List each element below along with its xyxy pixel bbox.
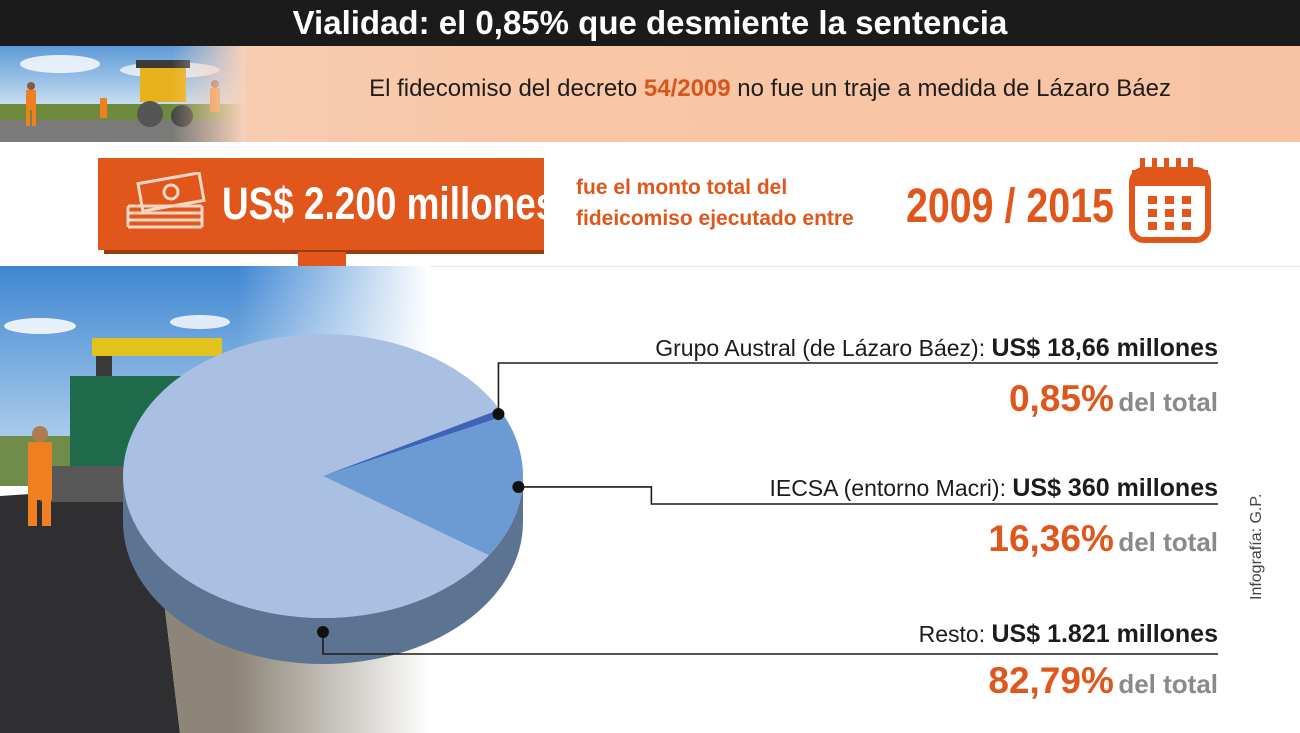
- label-name-iecsa: IECSA (entorno Macri): [769, 475, 1000, 501]
- leader-resto-dot: [317, 626, 329, 638]
- label-iecsa: IECSA (entorno Macri): US$ 360 millones: [769, 474, 1218, 502]
- page-title: Vialidad: el 0,85% que desmiente la sent…: [0, 0, 1300, 46]
- credit: Infografía: G.P.: [1248, 493, 1265, 600]
- total-desc-line2: fideicomiso ejecutado entre: [576, 207, 854, 230]
- road-workers-photo: [0, 46, 245, 142]
- pct-value-resto: 82,79%: [988, 660, 1114, 701]
- total-description: fue el monto total del fideicomiso ejecu…: [576, 172, 896, 234]
- leader-resto-line: [322, 632, 1218, 655]
- pct-suffix-iecsa: del total: [1118, 527, 1218, 557]
- pct-value-austral: 0,85%: [1008, 378, 1114, 419]
- pct-suffix-austral: del total: [1118, 387, 1218, 417]
- pie-top: [122, 334, 523, 618]
- subtitle: El fidecomiso del decreto 54/2009 no fue…: [250, 46, 1290, 132]
- total-desc-line1: fue el monto total del: [576, 176, 788, 199]
- years-range: 2009 / 2015: [906, 180, 1114, 233]
- label-amount-austral: US$ 18,66 millones: [991, 334, 1218, 362]
- leader-austral-dot: [492, 407, 505, 420]
- total-amount: US$ 2.200 millones: [222, 178, 557, 229]
- percent-grupo-austral: 0,85% del total: [1009, 378, 1218, 420]
- percent-iecsa: 16,36% del total: [988, 518, 1218, 560]
- leader-resto: [317, 626, 1218, 655]
- leader-lines: [317, 362, 1218, 655]
- leader-iecsa-dot: [512, 480, 525, 493]
- pct-value-iecsa: 16,36%: [988, 518, 1114, 559]
- leader-iecsa-line: [518, 486, 1218, 505]
- pie-side-shape: [123, 476, 523, 664]
- subtitle-text-pre: El fidecomiso del decreto: [369, 75, 644, 102]
- label-resto: Resto: US$ 1.821 millones: [918, 620, 1218, 648]
- label-grupo-austral: Grupo Austral (de Lázaro Báez): US$ 18,6…: [655, 334, 1218, 362]
- label-amount-iecsa: US$ 360 millones: [1012, 474, 1218, 502]
- total-box: [98, 158, 544, 250]
- leader-austral: [492, 362, 1218, 420]
- leader-iecsa: [512, 480, 1218, 505]
- pie-slice-resto: [122, 334, 500, 618]
- leader-austral-line: [497, 362, 1218, 414]
- pie-slice-austral: [323, 409, 505, 476]
- pie-chart: [122, 334, 1218, 664]
- money-stack-icon: [126, 172, 206, 229]
- calendar-icon: [1129, 158, 1211, 243]
- label-name-austral: Grupo Austral (de Lázaro Báez): [655, 335, 979, 361]
- percent-resto: 82,79% del total: [988, 660, 1218, 702]
- subtitle-decree-number: 54/2009: [643, 75, 731, 102]
- pie-side-wall: [123, 476, 523, 664]
- total-box-shadow: [104, 248, 544, 254]
- label-name-resto: Resto: [918, 621, 979, 647]
- pct-suffix-resto: del total: [1118, 669, 1218, 699]
- pie-slice-iecsa: [323, 416, 523, 556]
- label-amount-resto: US$ 1.821 millones: [991, 620, 1218, 648]
- subtitle-text-post: no fue un traje a medida de Lázaro Báez: [730, 75, 1171, 102]
